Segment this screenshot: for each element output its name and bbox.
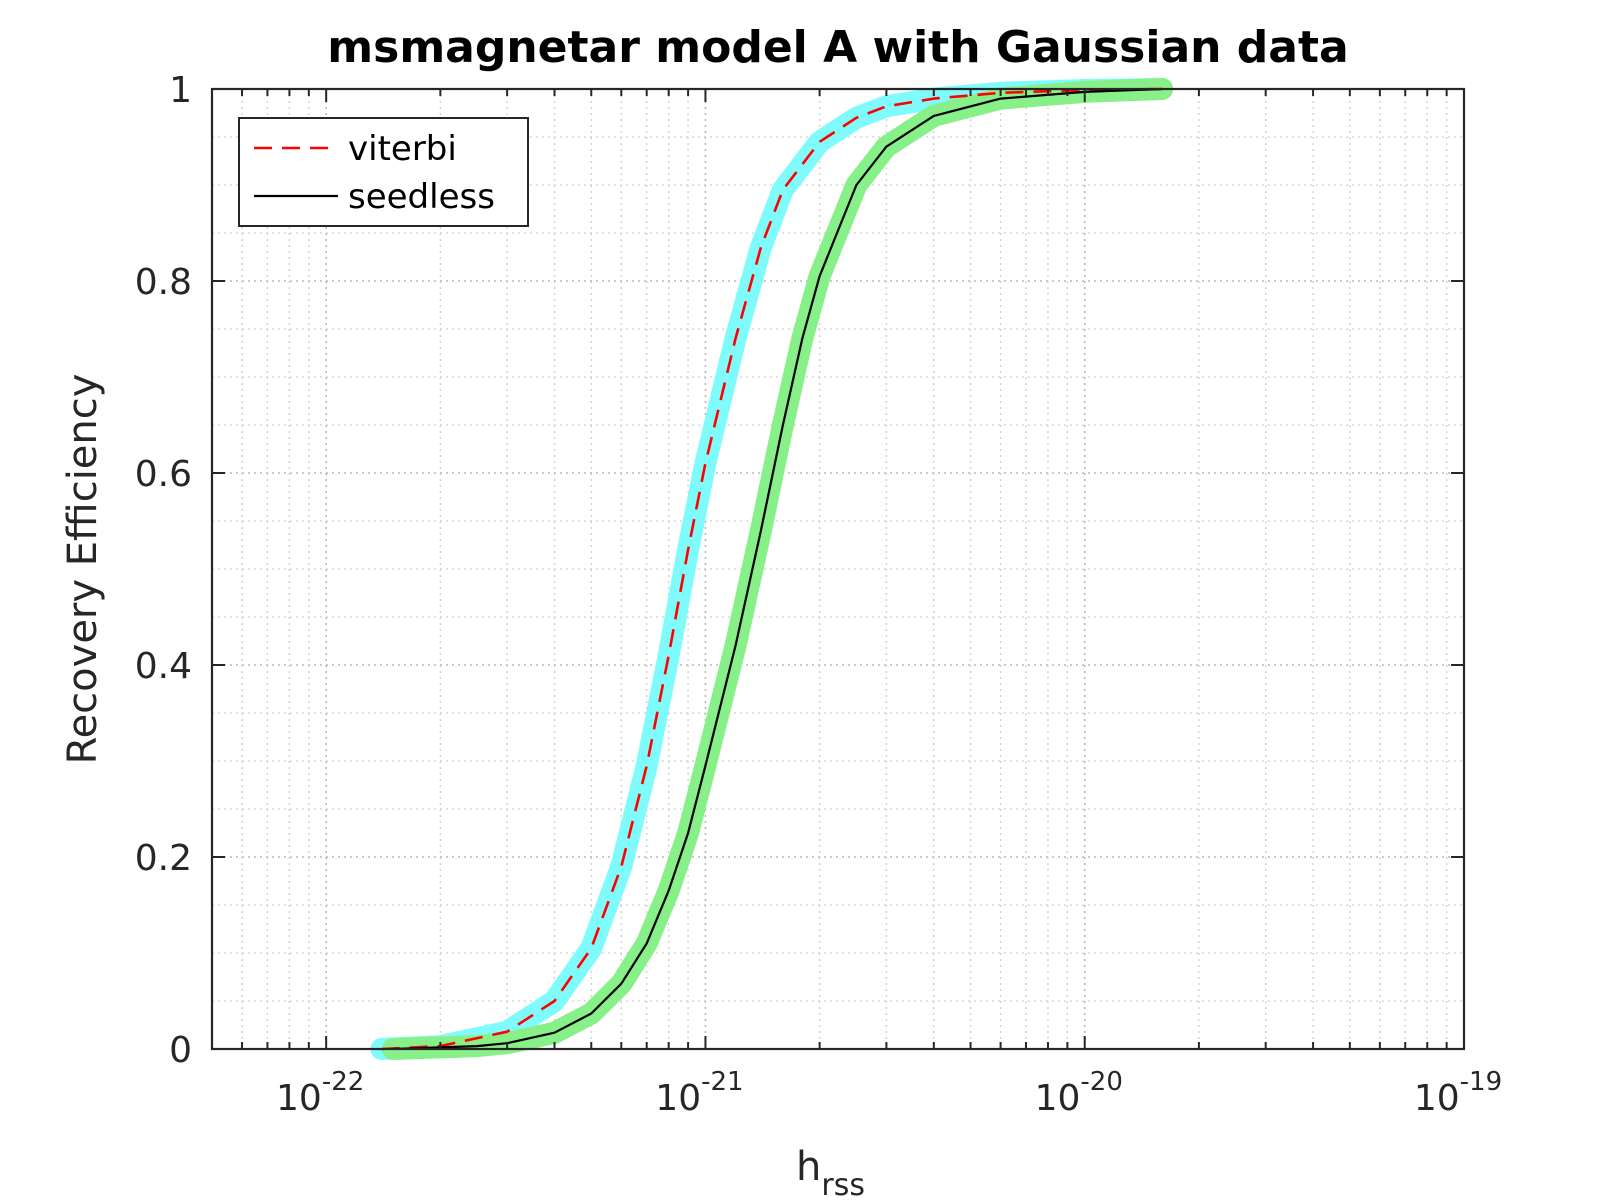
x-tick-label-exponent: -22	[322, 1067, 364, 1097]
x-tick-label-base: 10	[1414, 1078, 1460, 1119]
y-tick-label: 0.2	[135, 838, 192, 879]
x-axis-label-base: h	[796, 1144, 821, 1190]
x-tick-label-base: 10	[655, 1078, 701, 1119]
x-axis-label: hrss	[796, 1144, 865, 1200]
y-tick-label: 0.6	[135, 454, 192, 495]
x-tick-label: 10-20	[1035, 1067, 1123, 1119]
y-tick-label: 1	[169, 70, 192, 111]
chart-title: msmagnetar model A with Gaussian data	[327, 22, 1348, 73]
axes-box	[210, 87, 1466, 1051]
seedless-curve	[392, 87, 1163, 1051]
axes	[210, 87, 1466, 1051]
x-axis-label-subscript: rss	[821, 1168, 865, 1200]
y-axis-label: Recovery Efficiency	[60, 374, 106, 765]
x-tick-label-exponent: -21	[701, 1067, 743, 1097]
x-tick-label: 10-21	[655, 1067, 743, 1119]
legend-label-viterbi: viterbi	[348, 129, 457, 169]
legend: viterbi seedless	[238, 117, 529, 227]
x-tick-label-base: 10	[1035, 1078, 1081, 1119]
efficiency-curves	[381, 87, 1163, 1051]
x-tick-label-base: 10	[276, 1078, 322, 1119]
y-tick-label: 0	[169, 1030, 192, 1071]
viterbi-curve	[381, 87, 1163, 1051]
x-tick-label-exponent: -19	[1460, 1067, 1502, 1097]
x-tick-label: 10-19	[1414, 1067, 1502, 1119]
legend-box	[238, 117, 529, 227]
legend-label-seedless: seedless	[348, 177, 495, 217]
y-tick-label: 0.8	[135, 262, 192, 303]
x-tick-label: 10-22	[276, 1067, 364, 1119]
x-tick-label-exponent: -20	[1080, 1067, 1122, 1097]
y-tick-label: 0.4	[135, 646, 192, 687]
